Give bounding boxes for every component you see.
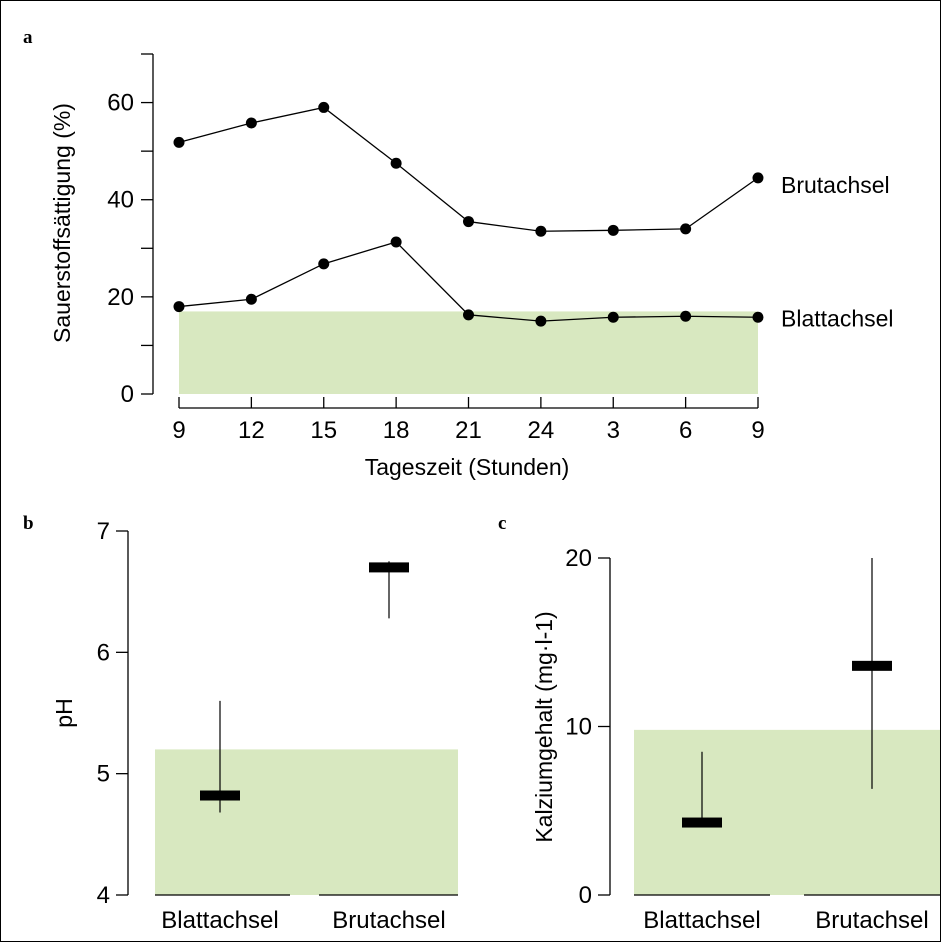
x-tick-label: 6 bbox=[679, 417, 692, 444]
data-point bbox=[535, 315, 547, 327]
x-tick-label: 3 bbox=[607, 417, 620, 444]
data-point bbox=[318, 101, 330, 113]
data-point bbox=[318, 258, 330, 270]
x-tick-label: Blattachsel bbox=[643, 907, 760, 934]
x-tick-label: 9 bbox=[751, 417, 764, 444]
series-label: Brutachsel bbox=[781, 172, 890, 198]
y-tick-label: 40 bbox=[107, 187, 134, 214]
data-point bbox=[245, 117, 257, 129]
reference-band bbox=[634, 729, 940, 895]
data-point bbox=[463, 216, 474, 228]
panel-label: c bbox=[498, 513, 506, 534]
series-line-brutachsel bbox=[178, 106, 759, 232]
chart-b-marks: 4 5 6 7 Blattachsel Brutachsel bbox=[97, 518, 458, 934]
y-tick-label: 5 bbox=[97, 761, 110, 788]
x-tick-label: Blattachsel bbox=[161, 907, 278, 934]
x-axis-title: Tageszeit (Stunden) bbox=[365, 454, 570, 480]
data-point bbox=[680, 223, 692, 235]
x-tick-label: 9 bbox=[172, 417, 185, 444]
reference-band bbox=[155, 749, 458, 895]
data-point bbox=[752, 311, 764, 323]
x-tick-label: 24 bbox=[528, 417, 555, 444]
panel-label: b bbox=[23, 513, 34, 534]
x-tick-label: Brutachsel bbox=[815, 907, 928, 934]
chart-a-marks: 0 20 40 60 9 12 15 18 21 24 3 6 9 Brutachsel Blattachs… bbox=[107, 53, 894, 444]
y-tick-label: 20 bbox=[565, 545, 592, 572]
data-point bbox=[245, 293, 257, 305]
data-point bbox=[607, 311, 619, 323]
panel-label: a bbox=[23, 27, 33, 48]
series-label: Blattachsel bbox=[781, 305, 894, 331]
y-tick-label: 60 bbox=[107, 90, 134, 117]
y-axis-title: Kalziumgehalt (mg·l-1) bbox=[531, 611, 557, 842]
data-point bbox=[390, 236, 402, 248]
x-tick-label: 15 bbox=[310, 417, 337, 444]
y-tick-label: 7 bbox=[97, 518, 110, 545]
data-point bbox=[535, 225, 547, 237]
y-tick-label: 6 bbox=[97, 639, 110, 666]
data-point bbox=[752, 172, 764, 184]
y-tick-label: 0 bbox=[121, 381, 134, 408]
chart-c-marks: 0 10 20 Blattachsel Brutachsel bbox=[565, 545, 940, 934]
x-tick-label: 21 bbox=[455, 417, 482, 444]
series-line-blattachsel bbox=[178, 241, 759, 322]
data-point bbox=[463, 309, 474, 321]
data-point bbox=[390, 157, 402, 169]
mean-bar bbox=[682, 817, 722, 828]
y-tick-label: 20 bbox=[107, 284, 134, 311]
mean-bar bbox=[852, 660, 892, 671]
y-tick-label: 4 bbox=[97, 882, 110, 909]
y-axis-title: pH bbox=[51, 698, 77, 727]
mean-bar bbox=[369, 562, 409, 573]
x-tick-label: Brutachsel bbox=[332, 907, 445, 934]
reference-band bbox=[179, 311, 758, 394]
y-tick-label: 0 bbox=[579, 882, 592, 909]
data-point bbox=[173, 301, 185, 313]
x-tick-label: 12 bbox=[238, 417, 265, 444]
mean-bar bbox=[200, 790, 240, 801]
x-tick-label: 18 bbox=[383, 417, 410, 444]
data-point bbox=[607, 224, 619, 236]
y-tick-label: 10 bbox=[565, 714, 592, 741]
data-point bbox=[680, 310, 692, 322]
y-axis-title: Sauerstoffsättigung (%) bbox=[49, 103, 75, 343]
data-point bbox=[173, 136, 185, 148]
